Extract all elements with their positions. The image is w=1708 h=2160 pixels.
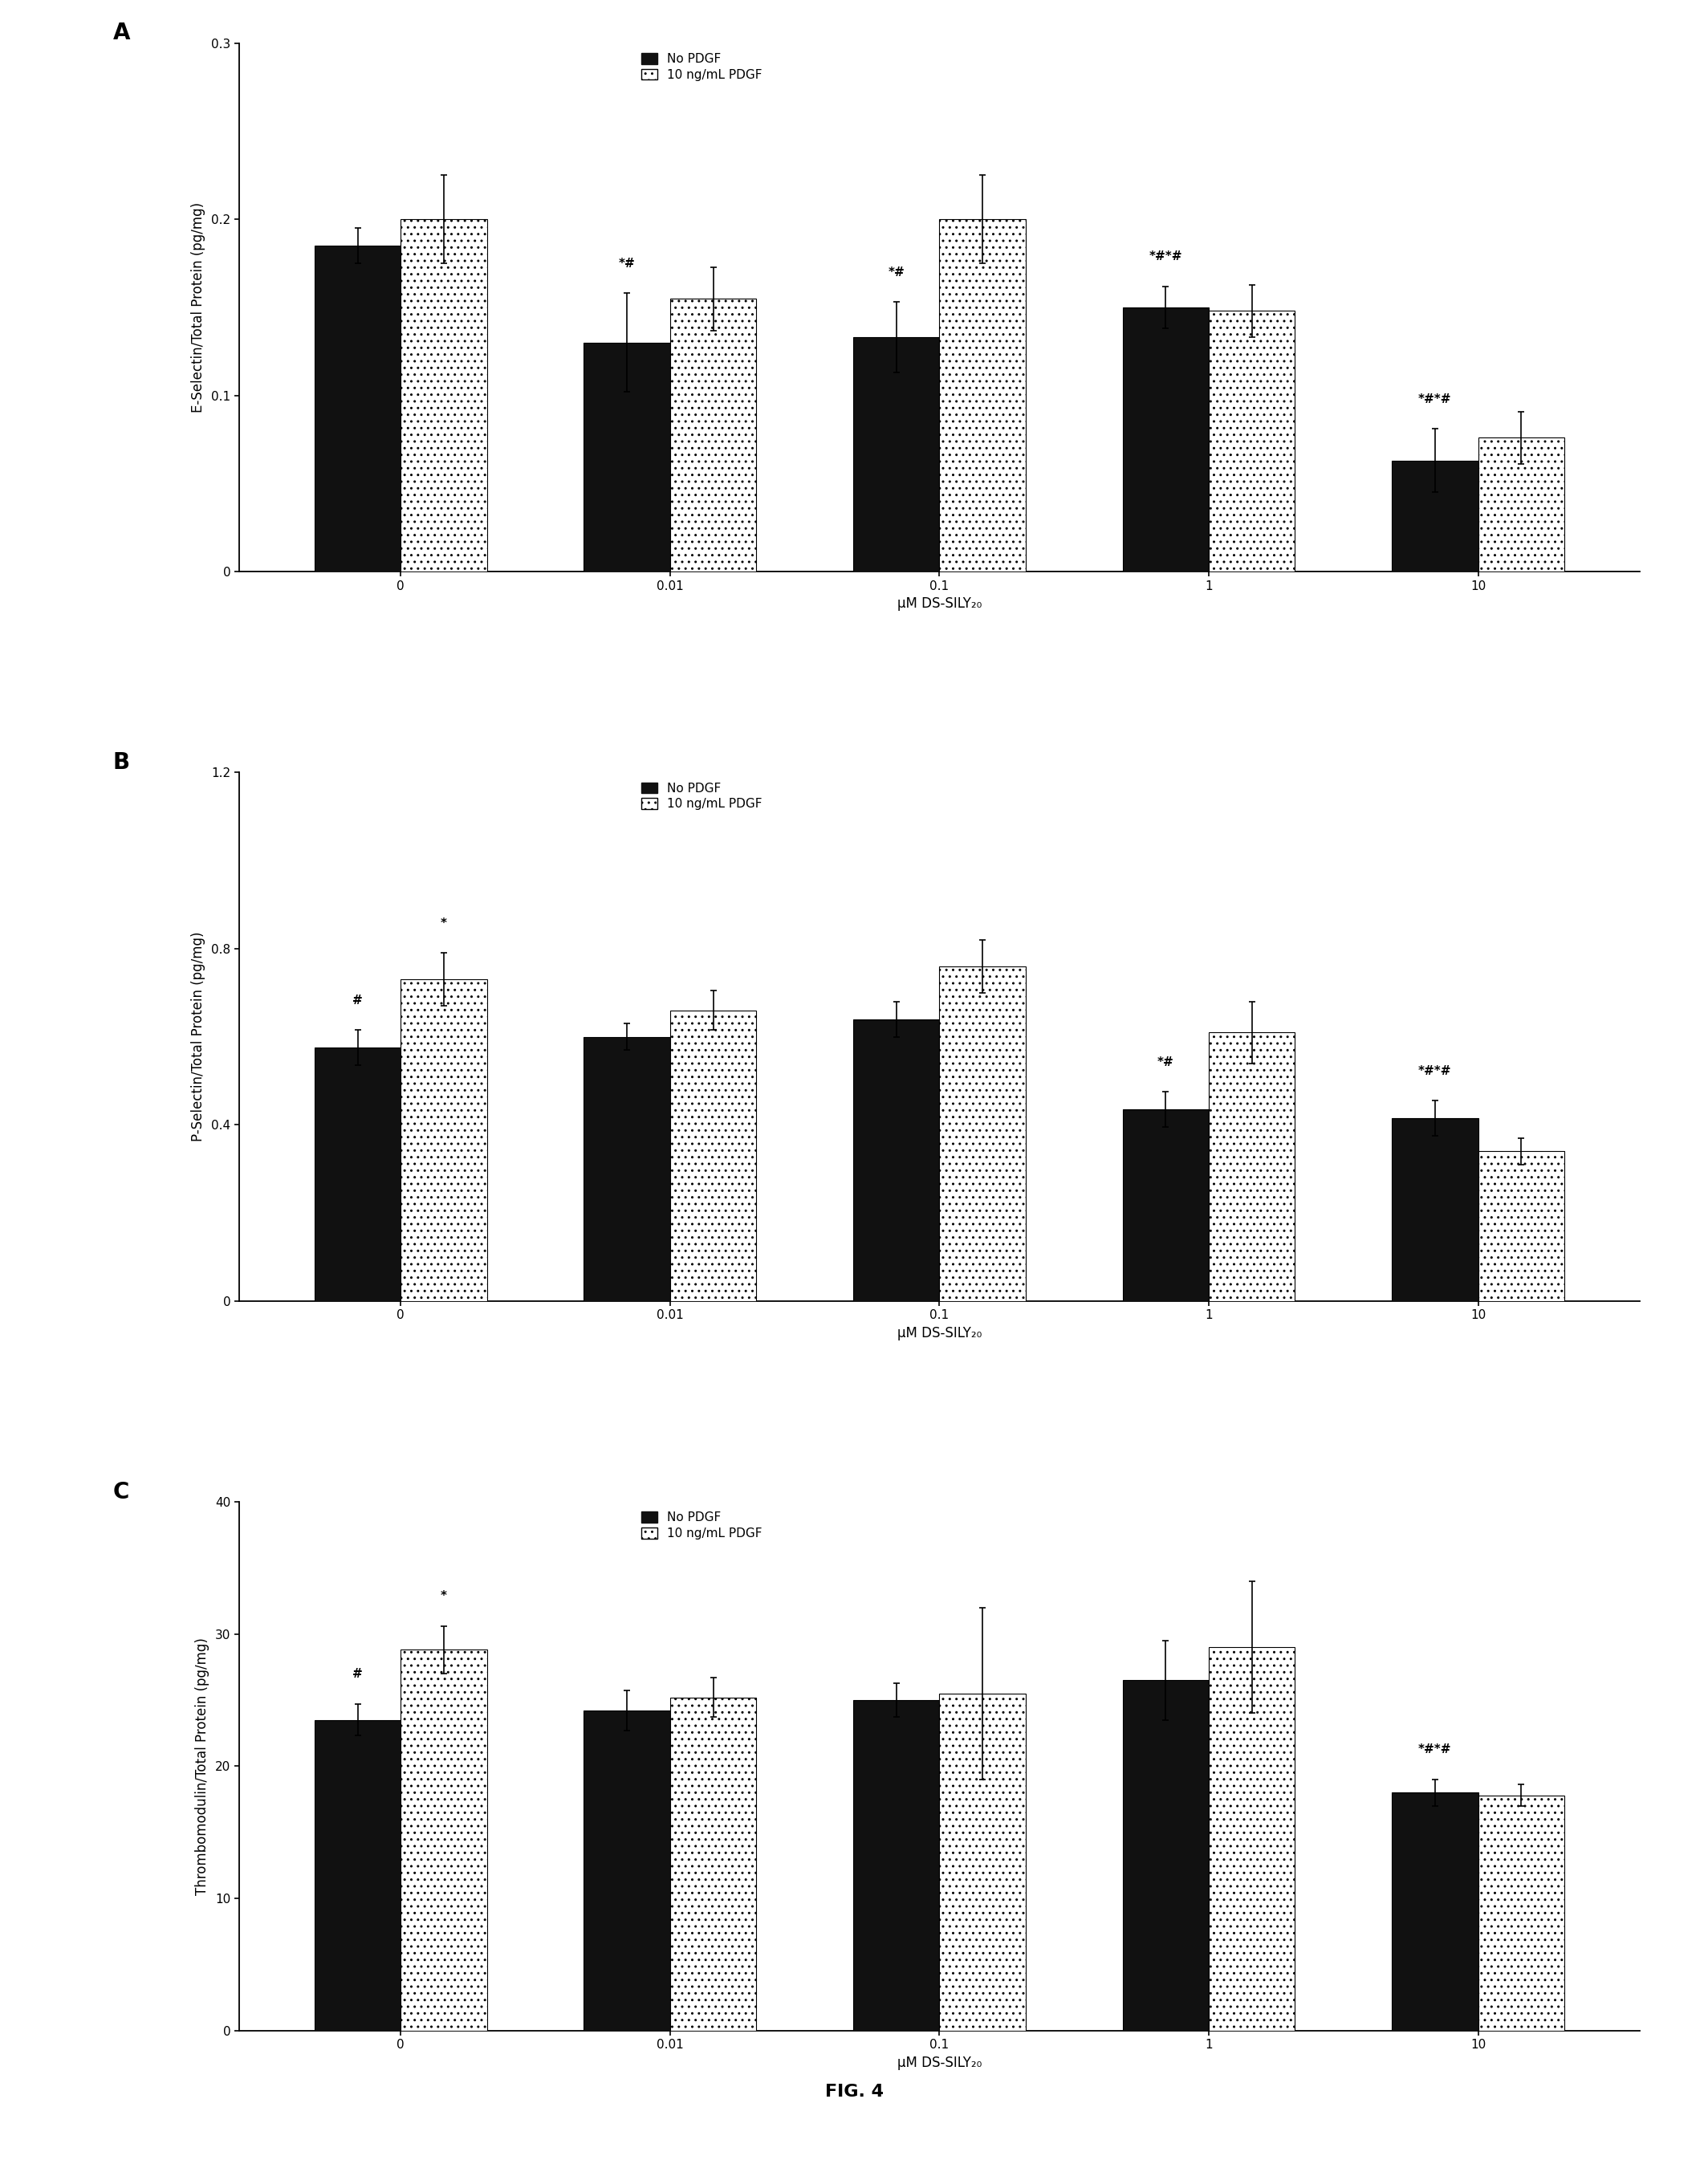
Bar: [939, 966, 1025, 1300]
X-axis label: μM DS-SILY₂₀: μM DS-SILY₂₀: [897, 1326, 982, 1341]
Bar: [1477, 438, 1565, 572]
Text: *: *: [441, 918, 447, 929]
Bar: [401, 1650, 487, 2030]
X-axis label: μM DS-SILY₂₀: μM DS-SILY₂₀: [897, 2056, 982, 2069]
X-axis label: μM DS-SILY₂₀: μM DS-SILY₂₀: [897, 596, 982, 611]
Bar: [1122, 1110, 1209, 1300]
Bar: [1209, 1032, 1295, 1300]
Bar: [670, 1698, 757, 2030]
Bar: [1477, 1151, 1565, 1300]
Text: *#: *#: [1158, 1056, 1173, 1067]
Text: *#*#: *#*#: [1149, 251, 1182, 264]
Bar: [584, 1711, 670, 2030]
Bar: [1392, 1793, 1477, 2030]
Text: *#*#: *#*#: [1418, 1065, 1452, 1078]
Bar: [1209, 1648, 1295, 2030]
Text: *#*#: *#*#: [1418, 1743, 1452, 1756]
Legend: No PDGF, 10 ng/mL PDGF: No PDGF, 10 ng/mL PDGF: [637, 778, 765, 814]
Bar: [1392, 460, 1477, 572]
Text: #: #: [352, 1668, 362, 1680]
Bar: [584, 1037, 670, 1300]
Y-axis label: E-Selectin/Total Protein (pg/mg): E-Selectin/Total Protein (pg/mg): [191, 203, 205, 413]
Text: *#: *#: [618, 257, 635, 270]
Bar: [401, 220, 487, 572]
Bar: [1392, 1119, 1477, 1300]
Text: C: C: [113, 1482, 130, 1503]
Bar: [1122, 307, 1209, 572]
Bar: [939, 1693, 1025, 2030]
Text: *#: *#: [888, 266, 905, 279]
Bar: [401, 978, 487, 1300]
Legend: No PDGF, 10 ng/mL PDGF: No PDGF, 10 ng/mL PDGF: [637, 50, 765, 84]
Bar: [314, 246, 401, 572]
Legend: No PDGF, 10 ng/mL PDGF: No PDGF, 10 ng/mL PDGF: [637, 1508, 765, 1542]
Bar: [670, 298, 757, 572]
Bar: [854, 337, 939, 572]
Bar: [939, 220, 1025, 572]
Bar: [1477, 1795, 1565, 2030]
Bar: [314, 1719, 401, 2030]
Bar: [1209, 311, 1295, 572]
Bar: [670, 1011, 757, 1300]
Text: *#*#: *#*#: [1418, 393, 1452, 406]
Y-axis label: Thrombomodulin/Total Protein (pg/mg): Thrombomodulin/Total Protein (pg/mg): [195, 1637, 210, 1894]
Bar: [854, 1700, 939, 2030]
Bar: [584, 343, 670, 572]
Text: #: #: [352, 994, 362, 1007]
Y-axis label: P-Selectin/Total Protein (pg/mg): P-Selectin/Total Protein (pg/mg): [191, 931, 207, 1143]
Bar: [314, 1048, 401, 1300]
Text: FIG. 4: FIG. 4: [825, 2084, 883, 2100]
Bar: [1122, 1680, 1209, 2030]
Text: A: A: [113, 22, 130, 45]
Text: B: B: [113, 752, 130, 773]
Text: *: *: [441, 1590, 447, 1603]
Bar: [854, 1020, 939, 1300]
